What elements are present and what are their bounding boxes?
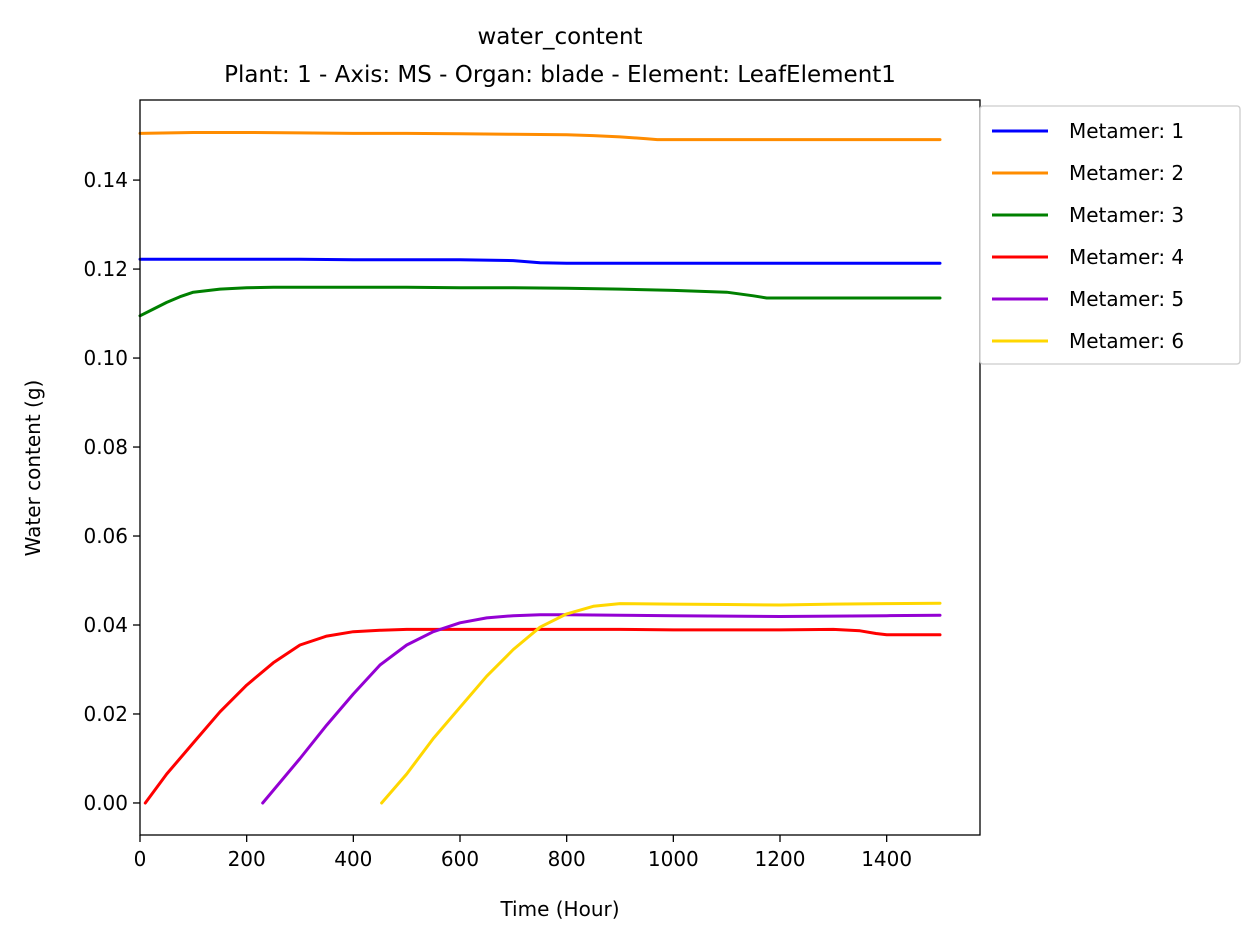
x-tick-label: 600 <box>441 847 479 871</box>
x-axis: 0 200 400 600 800 1000 1200 1400 <box>134 835 912 871</box>
chart-subtitle: Plant: 1 - Axis: MS - Organ: blade - Ele… <box>224 62 896 88</box>
x-tick-label: 1400 <box>861 847 912 871</box>
series-line-1 <box>138 257 942 265</box>
chart-title: water_content <box>477 24 642 50</box>
y-axis: 0.00 0.02 0.04 0.06 0.08 0.10 0.12 0.14 <box>83 168 140 815</box>
plot-frame <box>139 99 981 836</box>
plot-series <box>138 131 942 805</box>
x-tick-label: 1200 <box>755 847 806 871</box>
series-line-4 <box>143 627 942 805</box>
y-tick-label: 0.02 <box>83 702 128 726</box>
y-tick-label: 0.04 <box>83 613 128 637</box>
x-tick-label: 400 <box>334 847 372 871</box>
y-tick-label: 0.14 <box>83 168 128 192</box>
legend-label-4: Metamer: 4 <box>1069 245 1184 269</box>
y-tick-label: 0.10 <box>83 346 128 370</box>
legend-label-6: Metamer: 6 <box>1069 329 1184 353</box>
y-tick-label: 0.06 <box>83 524 128 548</box>
y-tick-label: 0.12 <box>83 257 128 281</box>
legend: Metamer: 1 Metamer: 2 Metamer: 3 Metamer: 4… <box>979 105 1241 365</box>
legend-label-5: Metamer: 5 <box>1069 287 1184 311</box>
y-tick-label: 0.00 <box>83 791 128 815</box>
series-line-2 <box>138 131 942 142</box>
legend-frame <box>979 105 1241 365</box>
x-tick-label: 1000 <box>648 847 699 871</box>
series-line-3 <box>138 285 942 318</box>
series-line-6 <box>380 601 942 805</box>
legend-label-2: Metamer: 2 <box>1069 161 1184 185</box>
y-axis-label: Water content (g) <box>21 380 45 557</box>
x-tick-label: 200 <box>228 847 266 871</box>
x-tick-label: 0 <box>134 847 147 871</box>
legend-label-3: Metamer: 3 <box>1069 203 1184 227</box>
x-axis-label: Time (Hour) <box>499 897 619 921</box>
x-tick-label: 800 <box>548 847 586 871</box>
legend-label-1: Metamer: 1 <box>1069 119 1184 143</box>
series-line-5 <box>261 613 942 805</box>
y-tick-label: 0.08 <box>83 435 128 459</box>
